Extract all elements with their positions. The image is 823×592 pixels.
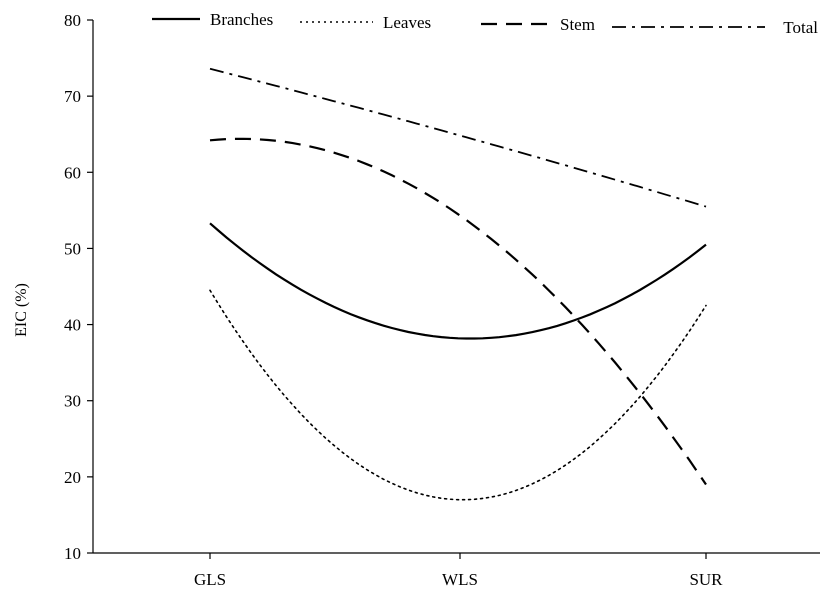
x-tick-label: SUR — [689, 570, 723, 589]
y-tick-label: 30 — [64, 392, 81, 411]
y-tick-label: 80 — [64, 11, 81, 30]
x-tick-label: WLS — [442, 570, 478, 589]
series-line-leaves — [209, 289, 707, 501]
y-tick-label: 40 — [64, 316, 81, 335]
x-tick-label: GLS — [194, 570, 226, 589]
y-tick-label: 20 — [64, 468, 81, 487]
legend-label-leaves: Leaves — [383, 13, 431, 32]
y-tick-label: 60 — [64, 163, 81, 182]
series-line-stem — [209, 137, 707, 486]
y-tick-label: 50 — [64, 239, 81, 258]
axes: 10 20 30 40 50 60 70 80 GLS WLS SUR — [64, 11, 820, 589]
y-tick-label: 10 — [64, 544, 81, 563]
legend-label-branches: Branches — [210, 10, 273, 29]
legend: Branches Leaves Stem Total — [152, 10, 818, 37]
legend-label-total: Total — [783, 18, 818, 37]
series-line-branches — [209, 222, 707, 340]
series-layer — [209, 67, 707, 501]
legend-label-stem: Stem — [560, 15, 595, 34]
series-line-total — [209, 67, 707, 208]
y-axis-title: EIC (%) — [13, 283, 30, 337]
y-tick-label: 70 — [64, 87, 81, 106]
